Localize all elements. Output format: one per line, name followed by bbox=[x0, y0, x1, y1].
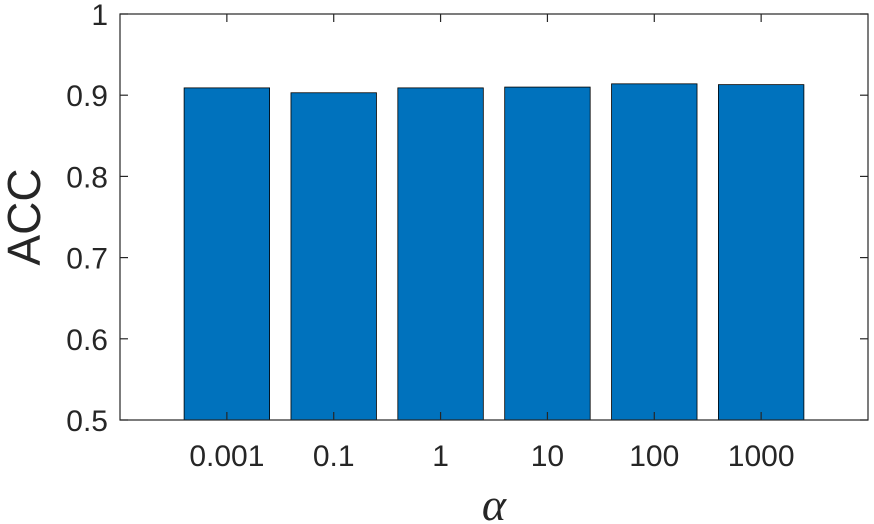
bar-1 bbox=[397, 87, 484, 421]
bar-10 bbox=[504, 86, 591, 421]
y-tick-label: 0.9 bbox=[66, 80, 108, 113]
y-tick-label: 0.8 bbox=[66, 161, 108, 194]
x-axis-label: α bbox=[482, 479, 507, 524]
x-tick-label: 100 bbox=[629, 440, 679, 473]
y-ticks-group: 0.5 0.6 0.7 0.8 0.9 1 bbox=[66, 0, 868, 438]
plot-frame bbox=[119, 13, 869, 421]
x-tick-label: 1000 bbox=[728, 440, 795, 473]
bar-1000 bbox=[718, 84, 805, 421]
y-tick-label: 0.6 bbox=[66, 324, 108, 357]
bar-100 bbox=[611, 83, 698, 421]
bar-0.001 bbox=[183, 87, 270, 421]
y-tick-label: 1 bbox=[91, 0, 108, 32]
x-tick-label: 10 bbox=[531, 440, 564, 473]
x-tick-label: 0.1 bbox=[313, 440, 355, 473]
bars-group bbox=[183, 83, 805, 421]
y-axis-label: ACC bbox=[0, 168, 50, 265]
bar-0.1 bbox=[290, 92, 377, 421]
y-tick-label: 0.7 bbox=[66, 243, 108, 276]
x-ticks-group: 0.001 0.1 1 10 100 1000 bbox=[189, 14, 795, 473]
x-tick-label: 1 bbox=[432, 440, 449, 473]
y-tick-label: 0.5 bbox=[66, 405, 108, 438]
x-tick-label: 0.001 bbox=[189, 440, 264, 473]
